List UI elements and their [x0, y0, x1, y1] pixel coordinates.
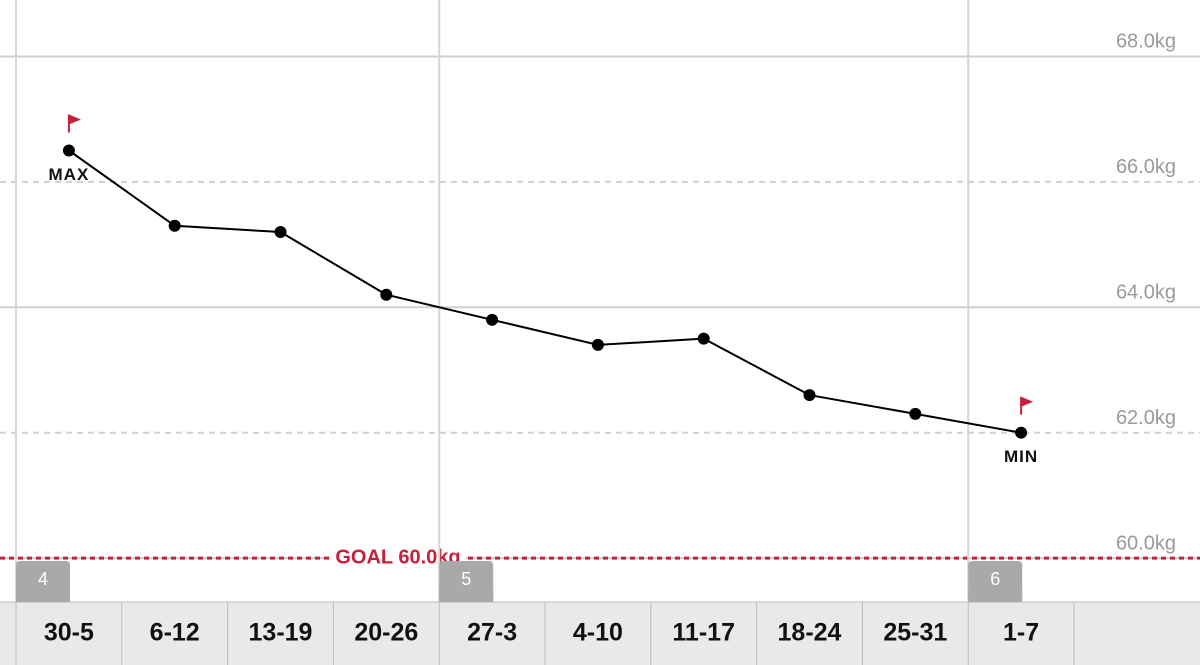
x-tick-label: 1-7	[1003, 619, 1039, 647]
weight-point	[486, 313, 499, 326]
x-tick-label: 20-26	[354, 619, 418, 647]
weight-point	[697, 332, 710, 345]
period-tab-foot	[439, 590, 494, 602]
x-tick-label: 6-12	[150, 619, 200, 647]
period-label: 5	[461, 569, 471, 589]
x-tick-label: 27-3	[467, 619, 517, 647]
weight-point	[909, 407, 922, 420]
x-tick-label: 13-19	[249, 619, 313, 647]
y-tick-label: 66.0kg	[1116, 156, 1176, 178]
y-tick-label: 68.0kg	[1116, 31, 1176, 53]
weight-point	[380, 288, 393, 301]
weight-point	[274, 226, 287, 239]
weight-point	[168, 219, 181, 232]
x-tick-label: 25-31	[883, 619, 947, 647]
y-tick-label: 62.0kg	[1116, 407, 1176, 429]
y-tick-label: 64.0kg	[1116, 282, 1176, 304]
x-tick-label: 30-5	[44, 619, 94, 647]
period-bar	[0, 602, 1200, 665]
weight-point	[62, 144, 75, 157]
weight-point	[1015, 426, 1028, 439]
point-label: MAX	[49, 165, 90, 184]
period-label: 6	[990, 569, 1000, 589]
weight-line	[68, 149, 1022, 434]
period-tab-foot	[968, 590, 1023, 602]
period-tab-foot	[16, 590, 70, 602]
flag	[1021, 396, 1034, 407]
weight-point	[803, 389, 816, 402]
period-label: 4	[38, 569, 48, 589]
point-label: MIN	[1004, 447, 1038, 466]
weight-point	[591, 338, 604, 351]
x-tick-label: 11-17	[672, 619, 735, 647]
x-tick-label: 4-10	[573, 619, 623, 647]
y-tick-label: 60.0kg	[1116, 532, 1176, 554]
goal-label: GOAL 60.0kg	[335, 546, 460, 568]
flag	[68, 114, 81, 125]
x-tick-label: 18-24	[778, 619, 842, 647]
